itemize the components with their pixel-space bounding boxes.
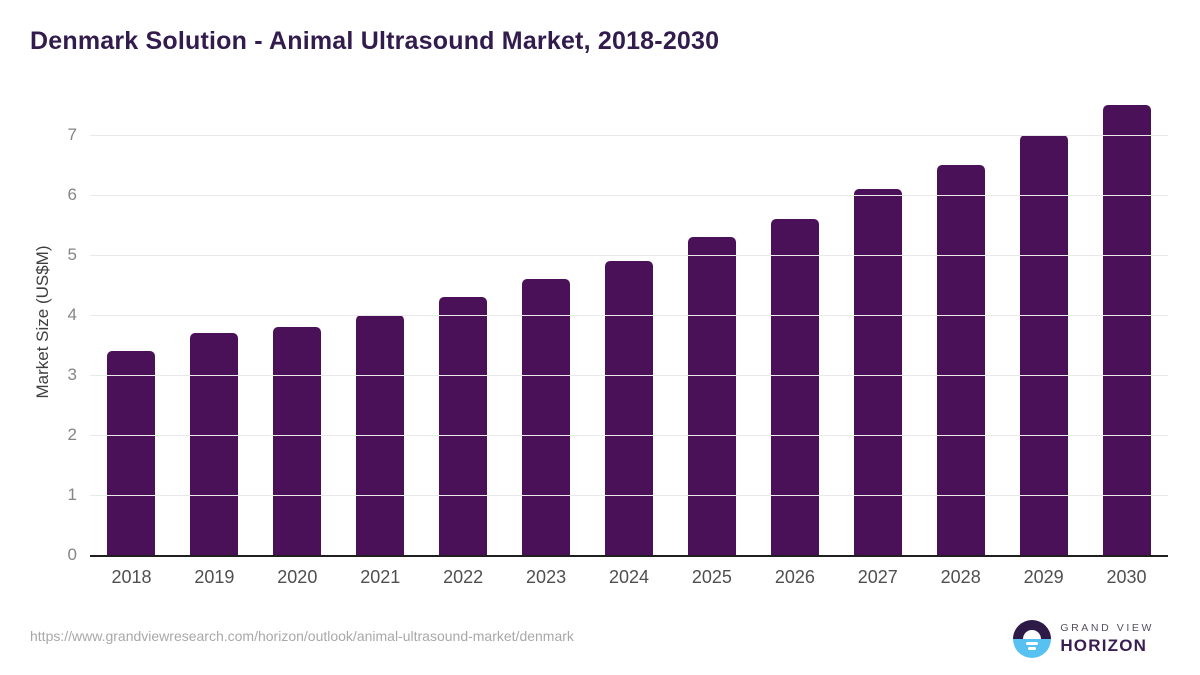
bar-band-2024 [588, 97, 671, 555]
bar-band-2022 [422, 97, 505, 555]
bar-band-2018 [90, 97, 173, 555]
bar-2027 [853, 189, 902, 555]
x-tick-label-2022: 2022 [443, 567, 484, 587]
bar-band-2028 [919, 97, 1002, 555]
brand-logo: GRAND VIEW HORIZON [1013, 620, 1154, 658]
x-tick-label-2027: 2027 [857, 567, 898, 587]
y-tick-label-0: 0 [67, 545, 77, 564]
bar-2025 [687, 237, 736, 555]
bar-band-2023 [505, 97, 588, 555]
bar-band-2025 [670, 97, 753, 555]
bar-2022 [439, 297, 488, 555]
source-url: https://www.grandviewresearch.com/horizo… [30, 628, 574, 644]
gridline-4 [90, 315, 1168, 316]
y-tick-label-4: 4 [67, 305, 77, 324]
logo-text: GRAND VIEW HORIZON [1060, 622, 1154, 656]
x-tick-label-2029: 2029 [1023, 567, 1064, 587]
bar-band-2019 [173, 97, 256, 555]
gridline-1 [90, 495, 1168, 496]
logo-product-name: HORIZON [1060, 636, 1148, 655]
plot-area: 0 1 2 3 4 5 6 7 [68, 97, 1168, 564]
gridline-2 [90, 435, 1168, 436]
bar-2023 [522, 279, 571, 555]
bar-2029 [1019, 135, 1068, 555]
x-tick-label-2020: 2020 [277, 567, 318, 587]
x-tick-label-2018: 2018 [111, 567, 152, 587]
bar-band-2020 [256, 97, 339, 555]
chart-title: Denmark Solution - Animal Ultrasound Mar… [30, 27, 720, 55]
gridline-7 [90, 135, 1168, 136]
bar-band-2029 [1002, 97, 1085, 555]
x-tick-label-2021: 2021 [360, 567, 401, 587]
gridline-5 [90, 255, 1168, 256]
bar-2019 [190, 333, 239, 555]
x-tick-label-2023: 2023 [526, 567, 567, 587]
bar-series [90, 97, 1168, 555]
gridline-6 [90, 195, 1168, 196]
x-tick-label-2024: 2024 [608, 567, 650, 587]
bar-2024 [604, 261, 653, 555]
bar-2026 [770, 219, 819, 555]
bar-2018 [107, 351, 156, 555]
bar-2020 [273, 327, 322, 555]
logo-sun-shape [1023, 630, 1042, 639]
y-tick-label-1: 1 [67, 485, 77, 504]
horizon-logo-icon [1013, 620, 1052, 658]
x-tick-label-2025: 2025 [691, 567, 732, 587]
gridline-3 [90, 375, 1168, 376]
x-axis: 2018 2019 2020 2021 2022 2023 2024 2025 2026 2027… [90, 567, 1168, 588]
bar-band-2021 [339, 97, 422, 555]
y-tick-label-5: 5 [67, 245, 77, 264]
y-tick-label-2: 2 [67, 425, 77, 444]
logo-reflection-dash [1028, 647, 1037, 650]
x-tick-label-2026: 2026 [774, 567, 815, 587]
logo-brand-name: GRAND VIEW [1060, 622, 1154, 634]
bar-2028 [936, 165, 985, 555]
y-tick-label-6: 6 [67, 185, 77, 204]
bar-band-2027 [836, 97, 919, 555]
bar-band-2026 [753, 97, 836, 555]
x-tick-label-2019: 2019 [194, 567, 235, 587]
y-tick-label-3: 3 [67, 365, 77, 384]
y-tick-label-7: 7 [67, 125, 77, 144]
x-tick-label-2028: 2028 [940, 567, 981, 587]
x-tick-label-2030: 2030 [1106, 567, 1147, 587]
bar-band-2030 [1085, 97, 1168, 555]
bar-2030 [1102, 105, 1151, 555]
logo-reflection-dash [1026, 642, 1039, 645]
